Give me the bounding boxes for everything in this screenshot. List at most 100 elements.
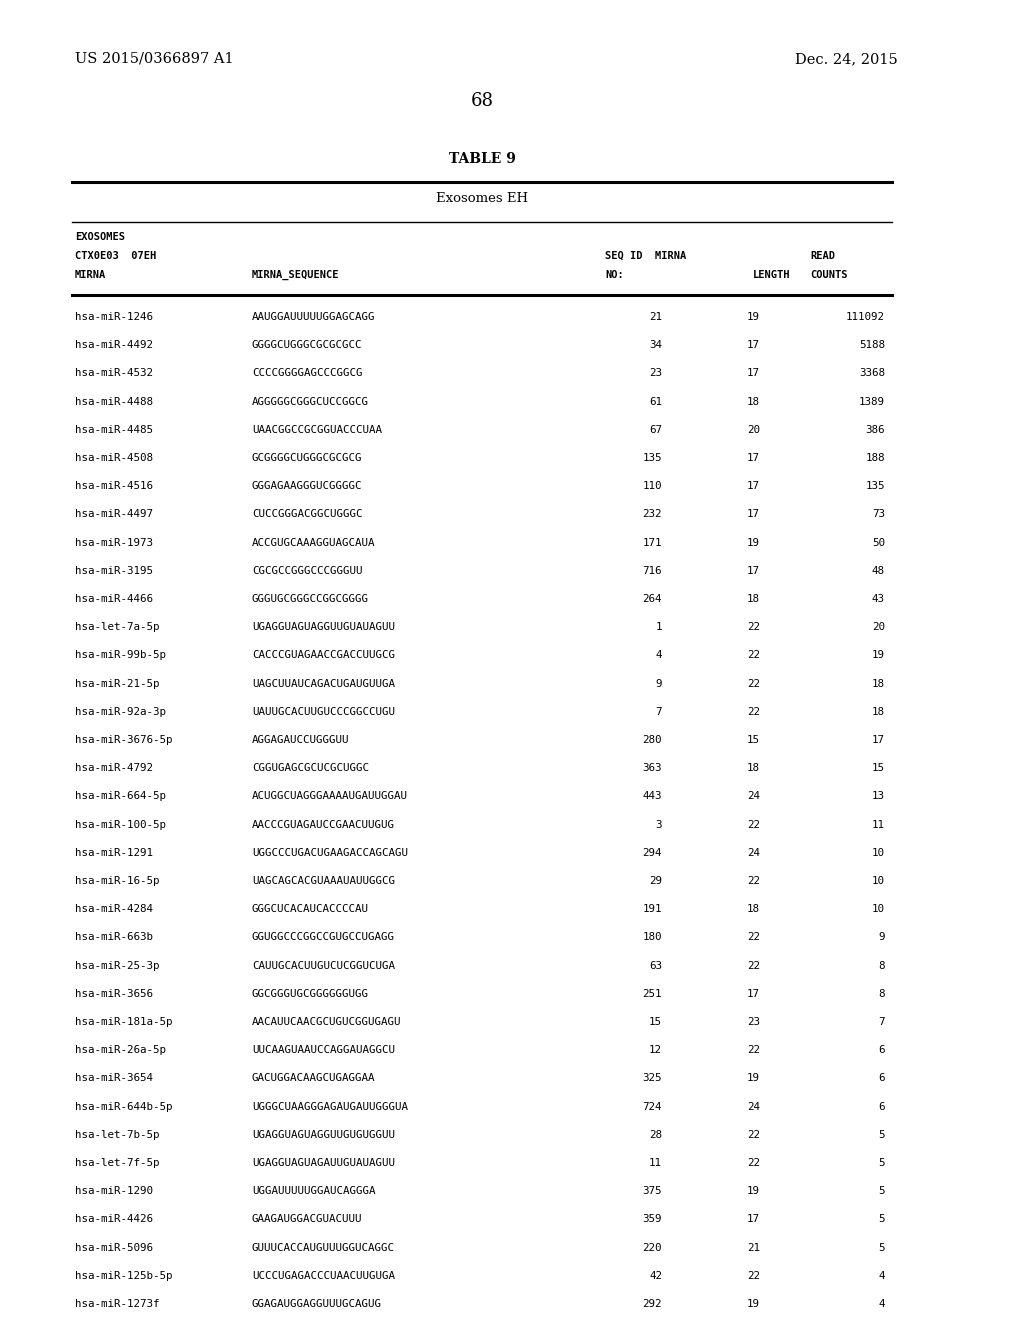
Text: 171: 171	[642, 537, 662, 548]
Text: ACCGUGCAAAGGUAGCAUA: ACCGUGCAAAGGUAGCAUA	[252, 537, 376, 548]
Text: hsa-let-7a-5p: hsa-let-7a-5p	[75, 622, 160, 632]
Text: CGGUGAGCGCUCGCUGGC: CGGUGAGCGCUCGCUGGC	[252, 763, 369, 774]
Text: TABLE 9: TABLE 9	[449, 152, 515, 166]
Text: 9: 9	[655, 678, 662, 689]
Text: 22: 22	[746, 820, 760, 829]
Text: 8: 8	[879, 989, 885, 999]
Text: hsa-miR-92a-3p: hsa-miR-92a-3p	[75, 706, 166, 717]
Text: hsa-miR-181a-5p: hsa-miR-181a-5p	[75, 1016, 172, 1027]
Text: 4: 4	[879, 1299, 885, 1309]
Text: 359: 359	[642, 1214, 662, 1225]
Text: 443: 443	[642, 792, 662, 801]
Text: 9: 9	[879, 932, 885, 942]
Text: UAGCAGCACGUAAAUAUUGGCG: UAGCAGCACGUAAAUAUUGGCG	[252, 876, 395, 886]
Text: hsa-miR-5096: hsa-miR-5096	[75, 1242, 153, 1253]
Text: hsa-miR-4492: hsa-miR-4492	[75, 341, 153, 350]
Text: 3: 3	[655, 820, 662, 829]
Text: 6: 6	[879, 1045, 885, 1055]
Text: hsa-miR-100-5p: hsa-miR-100-5p	[75, 820, 166, 829]
Text: 1389: 1389	[859, 396, 885, 407]
Text: COUNTS: COUNTS	[810, 271, 848, 280]
Text: GGGUGCGGGCCGGCGGGG: GGGUGCGGGCCGGCGGGG	[252, 594, 369, 605]
Text: hsa-miR-1291: hsa-miR-1291	[75, 847, 153, 858]
Text: 17: 17	[746, 453, 760, 463]
Text: 294: 294	[642, 847, 662, 858]
Text: 1: 1	[655, 622, 662, 632]
Text: 22: 22	[746, 678, 760, 689]
Text: 11: 11	[872, 820, 885, 829]
Text: UGGGCUAAGGGAGAUGAUUGGGUA: UGGGCUAAGGGAGAUGAUUGGGUA	[252, 1102, 408, 1111]
Text: 15: 15	[872, 763, 885, 774]
Text: GGGAGAAGGGUCGGGGC: GGGAGAAGGGUCGGGGC	[252, 482, 362, 491]
Text: 7: 7	[655, 706, 662, 717]
Text: 19: 19	[746, 1073, 760, 1084]
Text: 4: 4	[655, 651, 662, 660]
Text: 22: 22	[746, 1130, 760, 1139]
Text: 50: 50	[872, 537, 885, 548]
Text: hsa-miR-4532: hsa-miR-4532	[75, 368, 153, 379]
Text: UAUUGCACUUGUCCCGGCCUGU: UAUUGCACUUGUCCCGGCCUGU	[252, 706, 395, 717]
Text: 13: 13	[872, 792, 885, 801]
Text: hsa-miR-99b-5p: hsa-miR-99b-5p	[75, 651, 166, 660]
Text: MIRNA: MIRNA	[75, 271, 106, 280]
Text: hsa-miR-16-5p: hsa-miR-16-5p	[75, 876, 160, 886]
Text: 42: 42	[649, 1271, 662, 1280]
Text: SEQ ID  MIRNA: SEQ ID MIRNA	[605, 251, 686, 261]
Text: hsa-miR-4497: hsa-miR-4497	[75, 510, 153, 519]
Text: 18: 18	[872, 706, 885, 717]
Text: 20: 20	[746, 425, 760, 434]
Text: 188: 188	[865, 453, 885, 463]
Text: UGAGGUAGUAGGUUGUAUAGUU: UGAGGUAGUAGGUUGUAUAGUU	[252, 622, 395, 632]
Text: 18: 18	[746, 396, 760, 407]
Text: GAAGAUGGACGUACUUU: GAAGAUGGACGUACUUU	[252, 1214, 362, 1225]
Text: CUCCGGGACGGCUGGGC: CUCCGGGACGGCUGGGC	[252, 510, 362, 519]
Text: GGCGGGUGCGGGGGGUGG: GGCGGGUGCGGGGGGUGG	[252, 989, 369, 999]
Text: 34: 34	[649, 341, 662, 350]
Text: hsa-miR-3676-5p: hsa-miR-3676-5p	[75, 735, 172, 744]
Text: hsa-miR-25-3p: hsa-miR-25-3p	[75, 961, 160, 970]
Text: 6: 6	[879, 1102, 885, 1111]
Text: 17: 17	[746, 341, 760, 350]
Text: 17: 17	[872, 735, 885, 744]
Text: 48: 48	[872, 566, 885, 576]
Text: 43: 43	[872, 594, 885, 605]
Text: 10: 10	[872, 847, 885, 858]
Text: 21: 21	[649, 312, 662, 322]
Text: CCCCGGGGAGCCCGGCG: CCCCGGGGAGCCCGGCG	[252, 368, 362, 379]
Text: 363: 363	[642, 763, 662, 774]
Text: 22: 22	[746, 876, 760, 886]
Text: hsa-miR-664-5p: hsa-miR-664-5p	[75, 792, 166, 801]
Text: 23: 23	[746, 1016, 760, 1027]
Text: 251: 251	[642, 989, 662, 999]
Text: 22: 22	[746, 1271, 760, 1280]
Text: 22: 22	[746, 1158, 760, 1168]
Text: 110: 110	[642, 482, 662, 491]
Text: hsa-miR-4485: hsa-miR-4485	[75, 425, 153, 434]
Text: 24: 24	[746, 1102, 760, 1111]
Text: AAUGGAUUUUUGGAGCAGG: AAUGGAUUUUUGGAGCAGG	[252, 312, 376, 322]
Text: 22: 22	[746, 622, 760, 632]
Text: 68: 68	[470, 92, 494, 110]
Text: 17: 17	[746, 510, 760, 519]
Text: 19: 19	[746, 537, 760, 548]
Text: 135: 135	[642, 453, 662, 463]
Text: 10: 10	[872, 904, 885, 915]
Text: 280: 280	[642, 735, 662, 744]
Text: AACCCGUAGAUCCGAACUUGUG: AACCCGUAGAUCCGAACUUGUG	[252, 820, 395, 829]
Text: 22: 22	[746, 706, 760, 717]
Text: hsa-miR-4516: hsa-miR-4516	[75, 482, 153, 491]
Text: US 2015/0366897 A1: US 2015/0366897 A1	[75, 51, 233, 66]
Text: 28: 28	[649, 1130, 662, 1139]
Text: hsa-miR-125b-5p: hsa-miR-125b-5p	[75, 1271, 172, 1280]
Text: 67: 67	[649, 425, 662, 434]
Text: 292: 292	[642, 1299, 662, 1309]
Text: UGGCCCUGACUGAAGACCAGCAGU: UGGCCCUGACUGAAGACCAGCAGU	[252, 847, 408, 858]
Text: hsa-miR-644b-5p: hsa-miR-644b-5p	[75, 1102, 172, 1111]
Text: 18: 18	[746, 904, 760, 915]
Text: 7: 7	[879, 1016, 885, 1027]
Text: Dec. 24, 2015: Dec. 24, 2015	[795, 51, 898, 66]
Text: 5: 5	[879, 1214, 885, 1225]
Text: hsa-miR-1290: hsa-miR-1290	[75, 1187, 153, 1196]
Text: 12: 12	[649, 1045, 662, 1055]
Text: UGGAUUUUUGGAUCAGGGA: UGGAUUUUUGGAUCAGGGA	[252, 1187, 376, 1196]
